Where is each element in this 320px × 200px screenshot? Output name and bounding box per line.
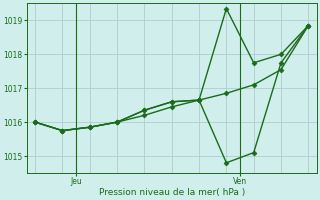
X-axis label: Pression niveau de la mer( hPa ): Pression niveau de la mer( hPa )	[99, 188, 245, 197]
